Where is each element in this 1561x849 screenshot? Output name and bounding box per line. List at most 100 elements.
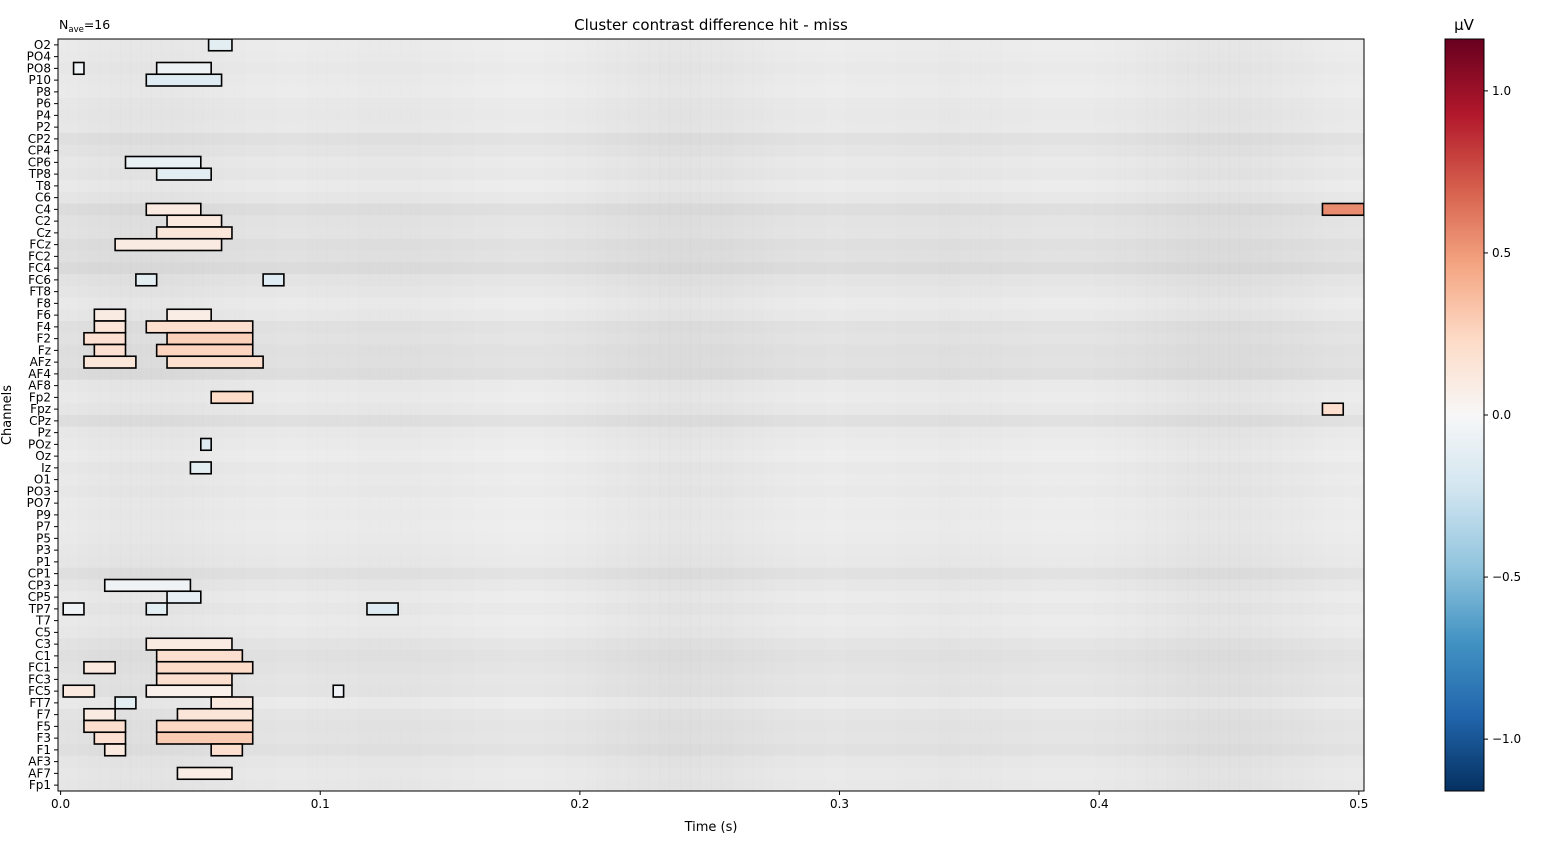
x-tick-label: 0.3 [830, 797, 849, 811]
channel-label-F4: F4 [36, 320, 51, 334]
channel-label-Pz: Pz [37, 426, 51, 440]
heatmap-row-AF8 [58, 379, 1364, 392]
heatmap-row-AF4 [58, 368, 1364, 381]
cluster-FC1-34 [83, 660, 116, 675]
channel-label-C2: C2 [35, 214, 51, 228]
channel-label-PO3: PO3 [27, 484, 51, 498]
channel-label-P6: P6 [36, 97, 51, 111]
cluster-FC5-39 [332, 684, 345, 698]
cluster-FCz-10 [114, 237, 223, 252]
channel-label-CPz: CPz [29, 414, 51, 428]
heatmap-row-C6 [58, 191, 1364, 204]
heatmap-row-P9 [58, 509, 1364, 522]
heatmap-row-C4 [58, 203, 1364, 216]
cluster-Cz-9 [155, 226, 233, 240]
cluster-CP3-27 [103, 578, 192, 593]
cluster-FC5-37 [62, 684, 96, 698]
heatmap-row-FC2 [58, 250, 1364, 263]
channel-label-C4: C4 [35, 202, 51, 216]
cluster-F7-43 [176, 707, 254, 722]
heatmap-background [58, 39, 1364, 791]
cluster-P10-3 [145, 73, 223, 87]
heatmap-row-POz [58, 438, 1364, 451]
heatmap-row-Fpz [58, 403, 1364, 416]
cluster-Fz-19 [93, 343, 127, 358]
cluster-F5-44 [83, 719, 127, 734]
cluster-F1-48 [103, 743, 127, 757]
heatmap-row-CP2 [58, 133, 1364, 146]
channel-label-F7: F7 [36, 708, 51, 722]
cluster-AF7-50 [176, 766, 233, 781]
cluster-F1-49 [210, 743, 244, 757]
heatmap-row-Fp2 [58, 391, 1364, 404]
channel-label-CP3: CP3 [28, 578, 51, 592]
channel-label-FC4: FC4 [28, 261, 51, 275]
channel-label-CP2: CP2 [28, 132, 51, 146]
heatmap-row-T7 [58, 614, 1364, 627]
heatmap-row-C3 [58, 638, 1364, 651]
heatmap-row-CP3 [58, 579, 1364, 592]
cluster-FT7-41 [210, 696, 254, 710]
heatmap-texture [58, 39, 1364, 791]
channel-label-Oz: Oz [35, 449, 51, 463]
channel-label-CP6: CP6 [28, 155, 51, 169]
heatmap-row-O1 [58, 473, 1364, 486]
cluster-Fpz-24 [1321, 402, 1345, 416]
heatmap-row-AF7 [58, 767, 1364, 780]
heatmap-row-PO8 [58, 62, 1364, 75]
cluster-F4-15 [93, 320, 127, 334]
heatmap-row-P1 [58, 556, 1364, 569]
cluster-Fz-20 [155, 343, 254, 358]
heatmap-row-Cz [58, 227, 1364, 240]
channel-label-Fz: Fz [38, 343, 51, 357]
x-tick-label: 0.5 [1349, 797, 1368, 811]
cluster-TP8-5 [155, 167, 212, 181]
heatmap-row-F1 [58, 744, 1364, 757]
heatmap-row-P7 [58, 520, 1364, 533]
cluster-F7-42 [83, 707, 116, 722]
channel-label-P8: P8 [36, 85, 51, 99]
channel-label-CP5: CP5 [28, 590, 51, 604]
heatmap-row-FCz [58, 238, 1364, 251]
colorbar-tick-label: −0.5 [1492, 570, 1521, 584]
cluster-PO8-2 [155, 61, 212, 76]
cluster-C4-6 [145, 202, 202, 217]
channel-label-AF4: AF4 [28, 367, 51, 381]
cluster-C3-32 [145, 637, 233, 651]
heatmap-row-FT8 [58, 285, 1364, 298]
heatmap-row-FC5 [58, 685, 1364, 698]
channel-label-FC2: FC2 [28, 249, 51, 263]
cluster-C4-7 [1321, 202, 1364, 217]
cluster-FC3-36 [155, 672, 233, 687]
channel-label-FC3: FC3 [28, 672, 51, 686]
heatmap-row-Fz [58, 344, 1364, 357]
chart-title: Cluster contrast difference hit - miss [574, 16, 848, 34]
channel-label-PO7: PO7 [27, 496, 51, 510]
channel-label-FC5: FC5 [28, 684, 51, 698]
heatmap-row-P6 [58, 97, 1364, 110]
cluster-CP5-28 [166, 590, 202, 604]
colorbar [1444, 38, 1485, 792]
channel-label-C6: C6 [35, 191, 51, 205]
heatmap-row-CPz [58, 415, 1364, 428]
heatmap-row-AF3 [58, 755, 1364, 768]
channel-label-CP1: CP1 [28, 567, 51, 581]
cluster-FC5-38 [145, 684, 233, 698]
cluster-F2-17 [83, 331, 127, 346]
heatmap-row-FC6 [58, 274, 1364, 287]
channel-label-Fp2: Fp2 [29, 390, 51, 404]
heatmap-row-F8 [58, 297, 1364, 310]
channel-label-F2: F2 [36, 332, 51, 346]
cluster-TP7-31 [366, 602, 399, 616]
cluster-FC6-11 [135, 273, 158, 287]
heatmap-row-P5 [58, 532, 1364, 545]
x-tick-label: 0.1 [311, 797, 330, 811]
heatmap-row-FC3 [58, 673, 1364, 686]
heatmap-row-FC1 [58, 661, 1364, 674]
channel-label-O2: O2 [34, 38, 51, 52]
colorbar-label: μV [1454, 16, 1475, 34]
heatmap-row-F3 [58, 732, 1364, 745]
channel-label-FC6: FC6 [28, 273, 51, 287]
cluster-F5-45 [155, 719, 254, 734]
cluster-FT7-40 [114, 696, 137, 710]
